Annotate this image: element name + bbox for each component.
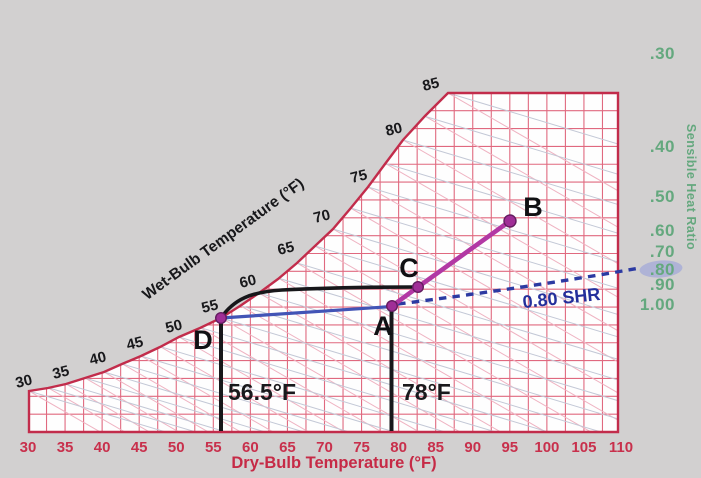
shr-tick-label-80: .80 [650, 260, 675, 279]
dry-bulb-tick-labels: 30 35 40 45 50 55 60 65 70 75 80 85 90 95 100 105 110 [20, 439, 633, 456]
x-tick-label-40: 40 [94, 439, 111, 456]
x-tick-label-80: 80 [390, 439, 407, 456]
humidity-line [29, 332, 618, 432]
shr-tick-labels: .30 .40 .50 .60 .70.80.901.00 [640, 44, 675, 314]
wet-bulb-label-60: 60 [238, 271, 258, 292]
x-tick-label-95: 95 [501, 439, 518, 456]
wet-bulb-line [29, 93, 618, 275]
point-A-label: A [373, 311, 393, 341]
x-tick-label-70: 70 [316, 439, 333, 456]
point-C-label: C [399, 253, 419, 283]
wet-bulb-line [29, 93, 618, 410]
x-tick-label-105: 105 [571, 439, 596, 456]
wet-bulb-label-85: 85 [421, 74, 441, 95]
x-tick-label-85: 85 [427, 439, 444, 456]
shr-tick-label-70: .70 [650, 242, 675, 261]
shr-tick-label-50: .50 [650, 187, 675, 206]
shr-dashed-line [397, 266, 638, 306]
shr-tick-label-40: .40 [650, 137, 675, 156]
x-tick-label-110: 110 [609, 439, 633, 456]
wet-bulb-label-35: 35 [51, 362, 71, 383]
wet-bulb-line [29, 93, 618, 239]
x-tick-label-90: 90 [464, 439, 481, 456]
wet-bulb-label-30: 30 [14, 371, 34, 392]
point-D-marker [214, 312, 227, 325]
shr-tick-label-90: .90 [650, 275, 675, 294]
coil-curve-D-to-C [219, 285, 417, 320]
blue-line-D-to-A [219, 304, 394, 320]
x-tick-label-60: 60 [242, 439, 259, 456]
wet-bulb-label-50: 50 [164, 316, 184, 337]
wet-bulb-line [29, 304, 618, 432]
x-tick-label-30: 30 [20, 439, 37, 456]
wet-bulb-label-80: 80 [384, 119, 404, 140]
x-tick-label-35: 35 [57, 439, 74, 456]
humidity-line [29, 369, 618, 432]
wet-bulb-label-45: 45 [125, 333, 145, 354]
x-tick-label-65: 65 [279, 439, 296, 456]
wet-bulb-line [29, 340, 618, 432]
wet-bulb-label-75: 75 [349, 166, 369, 187]
x-tick-label-55: 55 [205, 439, 222, 456]
point-A-marker [386, 300, 399, 313]
dry-bulb-axis-title: Dry-Bulb Temperature (°F) [231, 454, 436, 472]
point-B-label: B [523, 192, 543, 222]
point-B-marker [503, 214, 517, 228]
wet-bulb-tick-labels: 30 35 40 45 50 55 60 65 70 75 80 85 [14, 74, 441, 392]
shr-tick-label-100: 1.00 [640, 295, 675, 314]
room-temp-annotation: 78°F [402, 379, 451, 405]
x-tick-label-50: 50 [168, 439, 185, 456]
humidity-line [29, 358, 618, 432]
shr-080-highlight-ellipse [639, 260, 683, 278]
humidity-line [29, 346, 618, 432]
humidity-line [29, 378, 618, 432]
shr-tick-label-30: .30 [650, 44, 675, 63]
shr-axis-title: Sensible Heat Ratio [684, 124, 698, 250]
chart-area [29, 93, 618, 432]
wet-bulb-label-40: 40 [88, 348, 108, 369]
saturation-curve-boundary [27, 91, 620, 434]
x-tick-label-45: 45 [131, 439, 148, 456]
process-points: D AC B [193, 192, 543, 355]
x-tick-label-75: 75 [353, 439, 370, 456]
supply-temp-annotation: 56.5°F [228, 379, 296, 405]
wet-bulb-label-70: 70 [312, 206, 332, 227]
point-C-marker [412, 281, 425, 294]
wet-bulb-label-65: 65 [276, 238, 296, 259]
shr-tick-label-60: .60 [650, 221, 675, 240]
wet-bulb-label-55: 55 [200, 296, 220, 317]
wet-bulb-line [29, 323, 618, 432]
x-tick-label-100: 100 [534, 439, 559, 456]
humidity-line [29, 93, 618, 170]
humidity-line [29, 387, 618, 432]
point-D-label: D [193, 325, 213, 355]
